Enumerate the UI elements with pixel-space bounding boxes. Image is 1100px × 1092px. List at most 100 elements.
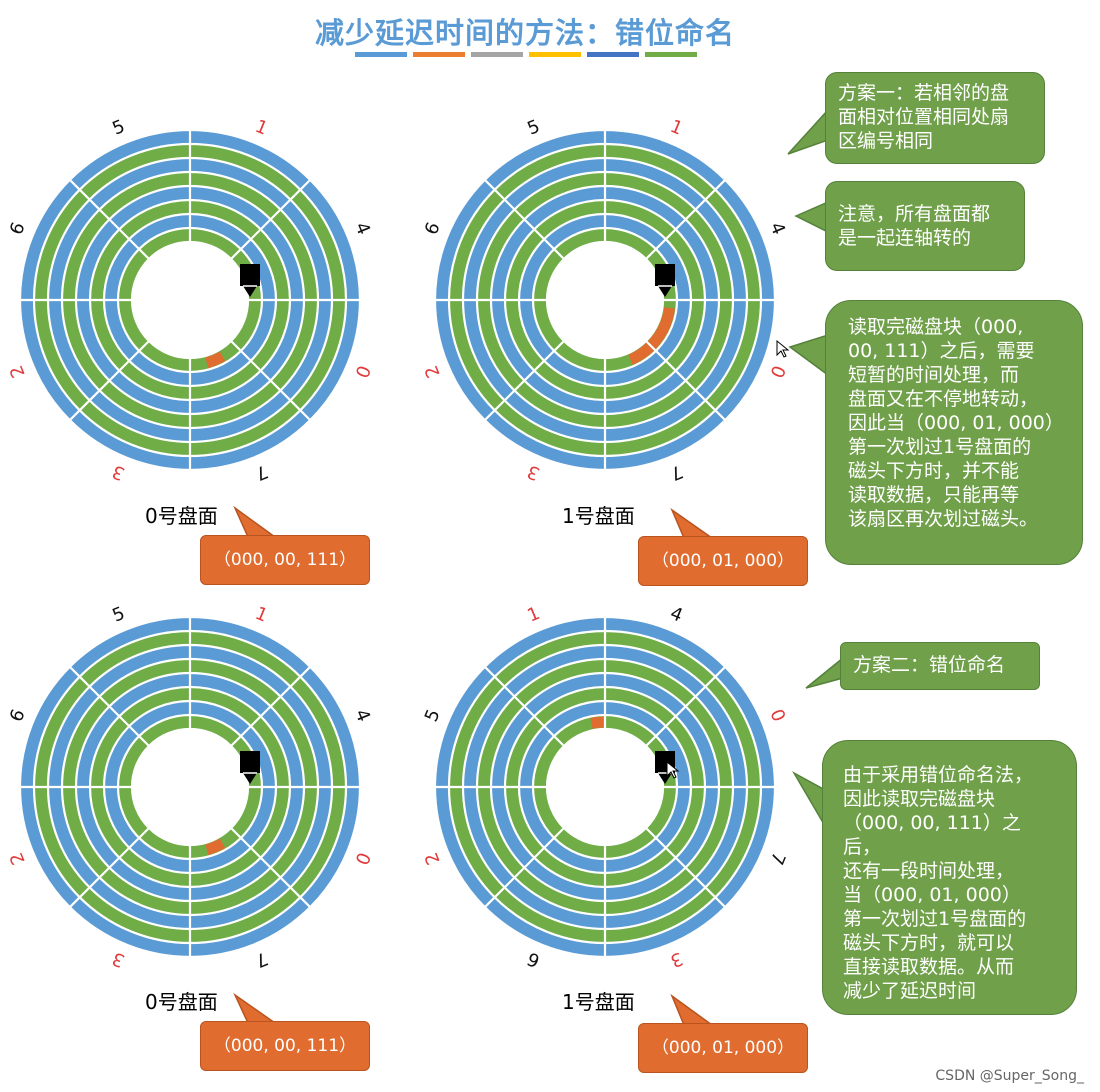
title-bar-6 bbox=[645, 52, 697, 57]
address-callout: （000, 00, 111） bbox=[200, 535, 370, 585]
title-bar-3 bbox=[471, 52, 523, 57]
callout-line: 注意，所有盘面都 bbox=[838, 203, 991, 225]
sector-number: 4 bbox=[667, 603, 686, 627]
disk-label-top-right: 1号盘面 bbox=[562, 504, 635, 528]
disk-bottom-left: 0 1 2 3 4 5 6 7 bbox=[6, 603, 374, 971]
sector-number: 1 bbox=[252, 603, 271, 627]
sector-number: 2 bbox=[421, 362, 445, 381]
disk-label-top-left: 0号盘面 bbox=[145, 504, 218, 528]
sector-number: 5 bbox=[109, 603, 128, 627]
sector-number: 7 bbox=[252, 947, 271, 971]
sector-number: 4 bbox=[350, 706, 374, 725]
read-head-icon bbox=[240, 751, 260, 784]
sector-divider bbox=[230, 827, 311, 908]
disk-top-left: 0 1 2 3 4 5 6 7 bbox=[6, 116, 374, 484]
plan2-callout: 方案二：错位命名 bbox=[840, 642, 1040, 690]
mouse-cursor-icon bbox=[776, 339, 790, 358]
callout-line: 磁头下方时，并不能 bbox=[848, 460, 1020, 482]
callout-line: 减少了延迟时间 bbox=[843, 980, 977, 1002]
sector-divider bbox=[69, 827, 150, 908]
sector-number: 7 bbox=[252, 460, 271, 484]
highlighted-sector bbox=[628, 307, 675, 365]
sector-number: 2 bbox=[6, 849, 30, 868]
sector-number: 5 bbox=[524, 116, 543, 140]
explain1-callout-tail bbox=[788, 333, 829, 377]
callout-line: 第一次划过1号盘面的 bbox=[843, 908, 1027, 930]
sector-divider bbox=[230, 666, 311, 747]
sector-number: 0 bbox=[350, 849, 374, 868]
page-title: 减少延迟时间的方法：错位命名 bbox=[314, 16, 735, 50]
sector-divider bbox=[484, 827, 565, 908]
disk-label-bottom-left: 0号盘面 bbox=[145, 990, 218, 1014]
footer-credit: CSDN @Super_Song_ bbox=[935, 1068, 1084, 1084]
sector-number: 0 bbox=[350, 362, 374, 381]
sector-divider bbox=[484, 666, 565, 747]
sector-number: 2 bbox=[421, 849, 445, 868]
disk-top-right: 0 1 2 3 4 5 6 7 bbox=[421, 116, 789, 484]
sector-number: 6 bbox=[421, 219, 445, 238]
sector-divider bbox=[69, 179, 150, 260]
sector-divider bbox=[484, 179, 565, 260]
sector-number: 3 bbox=[109, 947, 128, 971]
sector-number: 0 bbox=[765, 362, 789, 381]
sector-number: 3 bbox=[667, 947, 686, 971]
sector-divider bbox=[484, 340, 565, 421]
callout-line: 因此当（000, 01, 000） bbox=[848, 412, 1064, 434]
title-bar-4 bbox=[529, 52, 581, 57]
callout-line: （000, 00, 111） bbox=[213, 550, 357, 570]
address-callout: （000, 00, 111） bbox=[200, 1021, 370, 1071]
callout-line: （000, 01, 000） bbox=[651, 1038, 795, 1058]
callout-line: 由于采用错位命名法， bbox=[843, 764, 1034, 786]
sector-number: 2 bbox=[6, 362, 30, 381]
sector-divider bbox=[69, 340, 150, 421]
address-callout-tail bbox=[670, 507, 715, 539]
sector-divider bbox=[645, 340, 726, 421]
callout-line: 第一次划过1号盘面的 bbox=[848, 436, 1032, 458]
sector-number: 5 bbox=[109, 116, 128, 140]
highlighted-sector bbox=[590, 716, 605, 729]
rotate-note-callout-tail bbox=[794, 200, 829, 234]
callout-line: （000, 01, 000） bbox=[651, 551, 795, 571]
callout-line: （000, 00, 111） bbox=[213, 1036, 357, 1056]
callout-line: 00, 111）之后，需要 bbox=[848, 340, 1035, 362]
plan1-callout-tail bbox=[787, 108, 829, 155]
sector-number: 6 bbox=[524, 947, 543, 971]
sector-number: 3 bbox=[109, 460, 128, 484]
sector-number: 5 bbox=[421, 706, 445, 725]
sector-number: 1 bbox=[524, 603, 543, 627]
callout-line: 方案二：错位命名 bbox=[853, 654, 1006, 676]
sector-divider bbox=[230, 340, 311, 421]
explain2-callout-tail bbox=[791, 771, 826, 829]
sector-divider bbox=[69, 666, 150, 747]
sector-number: 6 bbox=[6, 219, 30, 238]
address-callout-tail bbox=[233, 505, 278, 538]
sector-number: 7 bbox=[667, 460, 686, 484]
sector-divider bbox=[230, 179, 311, 260]
title-underline-bars bbox=[355, 52, 697, 57]
callout-line: 盘面又在不停地转动， bbox=[848, 388, 1039, 410]
callout-line: 磁头下方时，就可以 bbox=[843, 932, 1015, 954]
disk-bottom-right: 0 1 2 3 4 5 6 7 bbox=[421, 603, 789, 971]
sector-number: 1 bbox=[667, 116, 686, 140]
address-callout-tail bbox=[233, 992, 278, 1024]
callout-line: 当（000, 01, 000） bbox=[843, 884, 1021, 906]
callout-line: 区编号相同 bbox=[838, 130, 934, 152]
callout-line: （000, 00, 111）之后， bbox=[843, 812, 1021, 858]
sector-divider bbox=[645, 827, 726, 908]
rotate-note-callout: 注意，所有盘面都 是一起连轴转的 bbox=[825, 181, 1025, 271]
callout-line: 读取完磁盘块（000, bbox=[848, 316, 1024, 338]
plan1-callout: 方案一：若相邻的盘 面相对位置相同处扇 区编号相同 bbox=[825, 72, 1045, 164]
sector-number: 4 bbox=[350, 219, 374, 238]
sector-number: 7 bbox=[765, 849, 789, 868]
sector-divider bbox=[645, 179, 726, 260]
sector-number: 0 bbox=[765, 706, 789, 725]
title-bar-5 bbox=[587, 52, 639, 57]
callout-line: 还有一段时间处理， bbox=[843, 860, 1015, 882]
callout-line: 方案一：若相邻的盘 bbox=[838, 82, 1010, 104]
callout-line: 直接读取数据。从而 bbox=[843, 956, 1015, 978]
address-callout-tail bbox=[670, 993, 715, 1026]
address-callout: （000, 01, 000） bbox=[638, 536, 808, 586]
sector-number: 3 bbox=[524, 460, 543, 484]
highlighted-sector bbox=[205, 838, 226, 856]
